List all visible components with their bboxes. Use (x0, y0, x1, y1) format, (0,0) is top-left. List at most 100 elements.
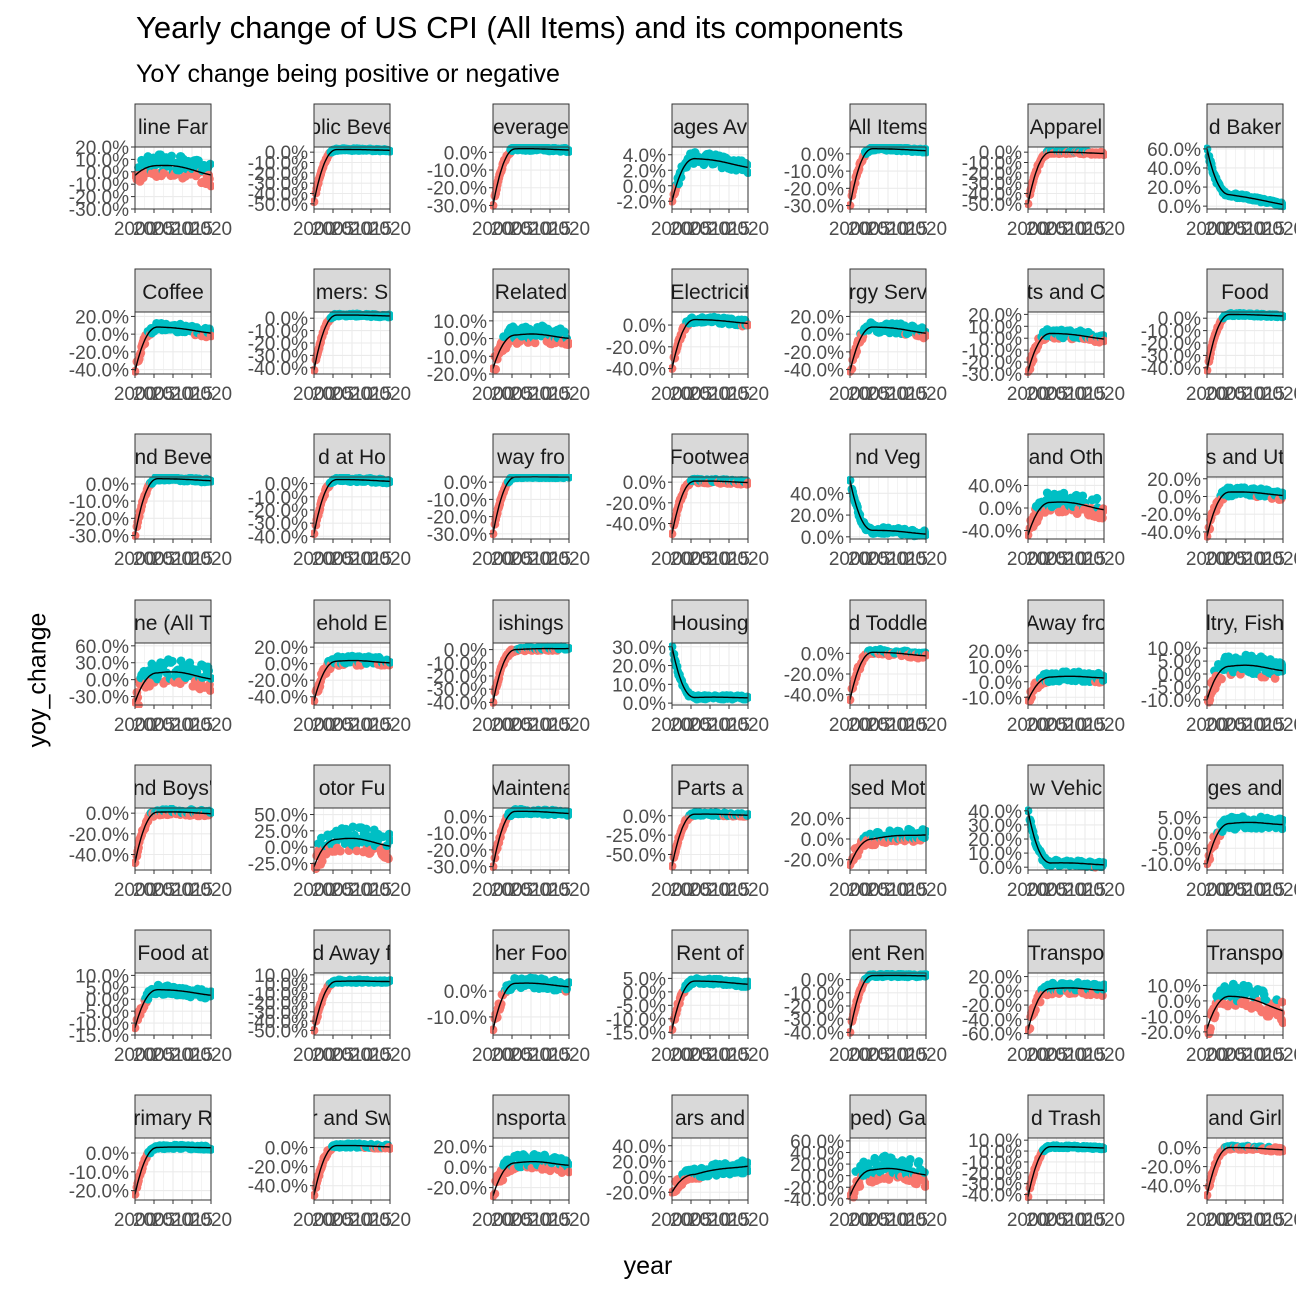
y-tick-label: -30.0% (784, 197, 844, 218)
facet-strip (134, 103, 212, 148)
x-tick-label: 2010 (510, 880, 552, 901)
y-tick-label: 10.0% (75, 150, 129, 171)
x-tick-label: 2005 (491, 880, 533, 901)
x-tick-label: 2000 (1007, 715, 1049, 736)
x-tick-label: 2010 (152, 880, 194, 901)
x-tick-label: 2000 (651, 219, 693, 240)
x-tick-label: 2020 (1083, 384, 1125, 405)
y-tick-label: -40.0% (69, 846, 129, 867)
x-tick-label: 2015 (171, 715, 213, 736)
y-tick-label: -40.0% (1141, 359, 1201, 380)
x-tick-label: 2010 (867, 219, 909, 240)
x-tick-label: 2000 (472, 384, 514, 405)
x-tick-label: 2005 (312, 219, 354, 240)
facet-strip (1027, 599, 1105, 644)
smooth-line (1027, 151, 1105, 204)
facet-strip (849, 764, 927, 809)
facet-strip-label: w Vehic (1029, 777, 1102, 800)
y-tick-label: 20.0% (790, 506, 844, 527)
x-tick-label: 2000 (1007, 384, 1049, 405)
y-tick-label: -50.0% (962, 195, 1022, 216)
smooth-line (1206, 148, 1284, 206)
y-tick-label: -40.0% (248, 1012, 308, 1033)
x-tick-label: 2015 (350, 549, 392, 570)
x-tick-label: 2000 (1186, 880, 1228, 901)
y-tick-label: 30.0% (968, 816, 1022, 837)
smooth-line (134, 671, 212, 703)
facet-strip (671, 599, 749, 644)
y-tick-label: 0.0% (265, 475, 308, 496)
x-tick-label: 2015 (708, 549, 750, 570)
data-layer (847, 144, 929, 210)
facet-panel: nd Beve0.0%-10.0%-20.0%-30.0%20002005201… (69, 433, 232, 570)
x-tick-label: 2020 (548, 549, 590, 570)
y-tick-label: 0.0% (265, 655, 308, 676)
x-tick-label: 2000 (1007, 549, 1049, 570)
y-tick-label: -20.0% (248, 671, 308, 692)
positive-point (1278, 662, 1286, 672)
x-tick-label: 2010 (152, 1045, 194, 1066)
facet-strip (1206, 103, 1284, 148)
y-tick-label: 20.0% (790, 307, 844, 328)
y-tick-label: -20.0% (69, 188, 129, 209)
x-tick-label: 2000 (293, 715, 335, 736)
y-tick-label: -10.0% (427, 654, 487, 675)
facet-strip-label: ltry, Fish (1206, 612, 1284, 635)
data-layer (1204, 144, 1286, 211)
y-tick-label: 20.0% (1147, 470, 1201, 491)
facet-strip (313, 268, 391, 313)
negative-point (206, 331, 214, 341)
y-tick-label: -20.0% (1141, 334, 1201, 355)
x-tick-label: 2010 (510, 549, 552, 570)
y-tick-label: -30.0% (69, 527, 129, 548)
smooth-line (492, 810, 570, 867)
x-tick-label: 2020 (190, 549, 232, 570)
y-tick-label: -30.0% (69, 200, 129, 221)
y-tick-label: -30.0% (248, 514, 308, 535)
facet-strip-label: d Baker (1209, 116, 1281, 139)
x-tick-label: 2000 (114, 384, 156, 405)
y-tick-label: 20.0% (1147, 178, 1201, 199)
x-tick-label: 2010 (1224, 549, 1266, 570)
facet-panel: Maintena0.0%-10.0%-20.0%-30.0%2000200520… (427, 764, 590, 901)
data-layer (490, 321, 572, 374)
facet-strip (849, 599, 927, 644)
smooth-line (313, 837, 391, 867)
data-layer (311, 651, 393, 706)
positive-point (205, 159, 214, 169)
x-tick-label: 2005 (1205, 549, 1247, 570)
y-tick-label: -20.0% (606, 338, 666, 359)
smooth-line (313, 314, 390, 371)
negative-point (159, 168, 169, 178)
y-tick-label: 0.0% (86, 804, 129, 825)
facet-strip-label: ehold E (316, 612, 387, 635)
y-tick-label: 10.0% (1147, 639, 1201, 660)
y-tick-label: 10.0% (433, 312, 487, 333)
y-tick-label: -25.0% (606, 826, 666, 847)
y-tick-label: 5.0% (86, 978, 129, 999)
x-tick-label: 2020 (727, 219, 769, 240)
y-tick-label: 0.0% (623, 177, 666, 198)
y-tick-label: -30.0% (248, 346, 308, 367)
data-layer (132, 980, 214, 1033)
facet-panel: All Items0.0%-10.0%-20.0%-30.0%200020052… (784, 103, 947, 240)
y-tick-label: 0.0% (444, 143, 487, 164)
x-tick-label: 2010 (1224, 219, 1266, 240)
facet-strip-label: Apparel (1030, 116, 1102, 139)
y-tick-label: -10.0% (1141, 691, 1201, 712)
facet-panel: ehold E 20.0%0.0%-20.0%-40.0% 200020052010… (248, 599, 411, 736)
x-tick-label: 2010 (510, 715, 552, 736)
x-tick-label: 2015 (350, 880, 392, 901)
x-tick-label: 2015 (171, 880, 213, 901)
y-tick-label: -40.0% (248, 359, 308, 380)
x-tick-label: 2015 (171, 219, 213, 240)
y-tick-label: 0.0% (801, 528, 844, 549)
x-tick-label: 2015 (1064, 880, 1106, 901)
x-tick-label: 2000 (293, 1045, 335, 1066)
x-tick-label: 2010 (1045, 219, 1087, 240)
negative-point (384, 854, 393, 864)
x-tick-label: 2005 (312, 384, 354, 405)
